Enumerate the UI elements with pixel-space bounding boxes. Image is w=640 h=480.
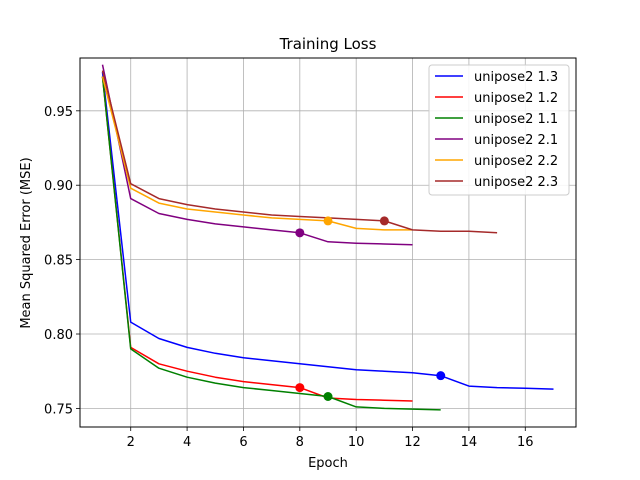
y-tick-label: 0.90: [44, 179, 73, 194]
legend-label-6: unipose2 2.3: [474, 175, 558, 190]
legend: unipose2 1.3 unipose2 1.2 unipose2 1.1 unip…: [428, 64, 570, 196]
legend-label-1: unipose2 1.3: [474, 70, 558, 85]
series-line-6: [101, 70, 498, 234]
chart-title: Training Loss: [279, 35, 377, 53]
y-tick-label: 0.85: [44, 254, 73, 269]
y-axis-label: Mean Squared Error (MSE): [19, 157, 34, 328]
x-axis-ticks: 2 4 6 8 10 12 14 16: [127, 427, 534, 450]
legend-box: [428, 64, 570, 196]
series-line-3: [101, 76, 441, 411]
best-markers: [295, 216, 446, 401]
y-tick-label: 0.95: [44, 105, 73, 120]
x-tick-label: 16: [517, 435, 534, 450]
y-tick-label: 0.80: [44, 328, 73, 343]
series-line-5: [101, 76, 413, 231]
x-tick-label: 2: [127, 435, 135, 450]
legend-label-3: unipose2 1.1: [474, 112, 558, 127]
series-line-1: [101, 72, 554, 390]
x-tick-label: 4: [183, 435, 191, 450]
best-epoch-marker-3: [323, 391, 333, 401]
y-tick-label: 0.75: [44, 402, 73, 417]
legend-label-5: unipose2 2.2: [474, 154, 558, 169]
best-epoch-marker-6: [379, 216, 389, 226]
x-tick-label: 8: [296, 435, 304, 450]
plot-frame: [79, 57, 577, 428]
x-tick-label: 10: [348, 435, 365, 450]
best-epoch-marker-2: [295, 383, 305, 393]
x-tick-label: 12: [404, 435, 421, 450]
best-epoch-marker-1: [436, 371, 446, 381]
series-lines: [101, 64, 554, 411]
x-tick-label: 6: [239, 435, 247, 450]
best-epoch-marker-4: [295, 228, 305, 238]
legend-label-4: unipose2 2.1: [474, 133, 558, 148]
x-tick-label: 14: [461, 435, 478, 450]
best-epoch-marker-5: [323, 216, 333, 226]
legend-label-2: unipose2 1.2: [474, 91, 558, 106]
series-line-4: [101, 64, 413, 246]
series-line-2: [101, 76, 413, 402]
y-axis-ticks: 0.75 0.80 0.85 0.90 0.95: [44, 105, 80, 417]
x-axis-label: Epoch: [308, 456, 348, 471]
